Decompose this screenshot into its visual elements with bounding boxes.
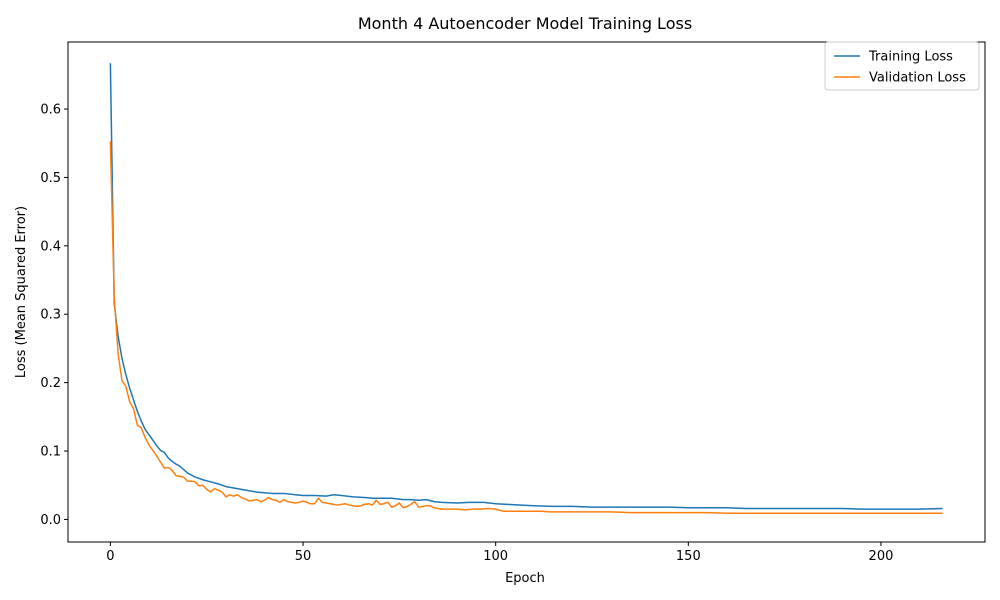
y-tick-label: 0.1 bbox=[40, 445, 61, 460]
legend-box bbox=[824, 41, 980, 91]
chart-title: Month 4 Autoencoder Model Training Loss bbox=[358, 14, 692, 33]
plot-frame bbox=[67, 41, 986, 543]
legend-label: Validation Loss bbox=[869, 71, 966, 86]
x-tick-label: 200 bbox=[869, 549, 894, 564]
y-tick-label: 0.2 bbox=[40, 376, 61, 391]
x-axis-label: Epoch bbox=[505, 571, 545, 586]
y-tick-label: 0.6 bbox=[40, 103, 61, 118]
x-tick-label: 150 bbox=[676, 549, 701, 564]
series-line-validation-loss bbox=[109, 141, 943, 515]
x-axis: 0 50 100 150 200 bbox=[106, 542, 893, 564]
x-tick-label: 50 bbox=[295, 549, 312, 564]
plot-area bbox=[109, 63, 943, 515]
y-axis-label: Loss (Mean Squared Error) bbox=[14, 206, 29, 378]
y-tick-label: 0.5 bbox=[40, 171, 61, 186]
series-line-training-loss bbox=[109, 63, 943, 510]
x-tick-label: 0 bbox=[106, 549, 114, 564]
legend-label: Training Loss bbox=[868, 50, 953, 65]
y-axis: 0.0 0.1 0.2 0.3 0.4 0.5 0.6 bbox=[40, 103, 68, 528]
y-tick-label: 0.3 bbox=[40, 308, 61, 323]
y-tick-label: 0.4 bbox=[40, 239, 61, 254]
x-tick-label: 100 bbox=[483, 549, 508, 564]
legend: Training Loss Validation Loss bbox=[824, 41, 980, 91]
y-tick-label: 0.0 bbox=[40, 513, 61, 528]
